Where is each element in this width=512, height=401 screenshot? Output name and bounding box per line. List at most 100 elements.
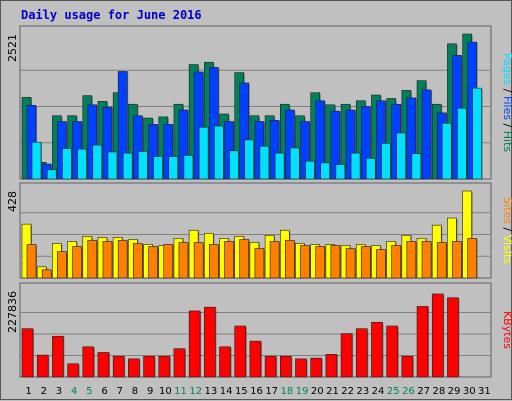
bar-sites-16 (254, 248, 265, 279)
bar-sites-5 (87, 240, 98, 279)
bar-files-17 (269, 120, 280, 180)
bar-kbytes-4 (67, 363, 79, 378)
bar-sites-4 (72, 246, 82, 279)
x-tick-3: 3 (56, 386, 62, 397)
x-tick-5: 5 (86, 386, 92, 397)
bar-files-11 (178, 109, 189, 180)
chart-title: Daily usage for June 2016 (21, 8, 202, 22)
bar-sites-22 (345, 248, 356, 279)
bar-kbytes-5 (82, 346, 95, 378)
bar-files-26 (406, 97, 417, 180)
x-tick-28: 28 (432, 386, 445, 397)
bar-kbytes-6 (97, 352, 110, 378)
bar-kbytes-17 (264, 355, 277, 378)
bar-files-5 (87, 104, 98, 180)
bar-kbytes-25 (386, 325, 398, 378)
bar-files-9 (148, 124, 158, 180)
bar-kbytes-21 (325, 354, 338, 378)
bar-files-13 (209, 67, 219, 180)
bar-pages-14 (229, 150, 239, 180)
x-tick-12: 12 (189, 386, 202, 397)
x-tick-26: 26 (402, 386, 415, 397)
bar-sites-28 (436, 242, 447, 279)
bar-pages-12 (198, 126, 209, 180)
x-tick-1: 1 (25, 386, 31, 397)
x-tick-22: 22 (341, 386, 354, 397)
x-tick-30: 30 (463, 386, 476, 397)
bar-files-18 (284, 109, 295, 180)
x-tick-18: 18 (281, 386, 294, 397)
bar-kbytes-22 (340, 333, 353, 378)
bar-kbytes-14 (219, 346, 231, 378)
x-tick-10: 10 (159, 386, 172, 397)
bar-files-6 (102, 106, 113, 180)
bar-kbytes-7 (112, 355, 125, 378)
bar-files-22 (345, 109, 356, 180)
bar-files-23 (360, 106, 371, 180)
bar-pages-8 (138, 151, 148, 180)
bar-kbytes-20 (310, 357, 322, 378)
bar-files-8 (133, 115, 143, 180)
bar-kbytes-27 (416, 306, 429, 378)
bar-kbytes-10 (158, 355, 171, 378)
legend-kbytes: KBytes (501, 311, 512, 349)
bar-pages-24 (381, 143, 391, 180)
x-tick-23: 23 (356, 386, 369, 397)
bar-kbytes-29 (447, 297, 459, 378)
bar-files-12 (193, 71, 204, 180)
bar-kbytes-13 (204, 306, 216, 378)
x-tick-11: 11 (174, 386, 187, 397)
bar-kbytes-16 (249, 340, 262, 378)
bar-sites-9 (148, 246, 158, 279)
x-tick-20: 20 (311, 386, 324, 397)
bar-pages-18 (289, 147, 300, 180)
bar-sites-20 (315, 246, 325, 279)
bar-kbytes-23 (355, 328, 368, 378)
bar-sites-15 (239, 239, 250, 279)
bar-pages-23 (365, 157, 376, 180)
legend-panel-3: KBytes (501, 311, 512, 349)
bar-kbytes-28 (431, 293, 444, 378)
bar-sites-12 (193, 242, 204, 279)
bar-pages-9 (153, 156, 163, 180)
legend-separator: / (501, 120, 512, 131)
legend-pages: Pages (501, 53, 512, 86)
x-tick-13: 13 (205, 386, 218, 397)
bar-sites-25 (391, 245, 401, 279)
x-tick-6: 6 (101, 386, 107, 397)
bar-files-20 (315, 100, 325, 180)
bar-sites-24 (376, 249, 386, 279)
legend-hits: Hits (501, 131, 512, 153)
legend-files: Files (501, 96, 512, 120)
y-max-label: 428 (6, 191, 19, 212)
x-tick-29: 29 (448, 386, 461, 397)
bar-pages-29 (457, 107, 467, 180)
x-tick-7: 7 (117, 386, 123, 397)
bar-files-14 (224, 121, 234, 180)
bar-kbytes-24 (371, 321, 383, 378)
bar-sites-19 (300, 245, 310, 279)
x-tick-17: 17 (265, 386, 278, 397)
legend-sites: Sites (501, 197, 512, 224)
bar-kbytes-11 (173, 348, 186, 378)
bar-kbytes-12 (188, 310, 201, 378)
y-max-label: 2521 (6, 34, 19, 62)
bar-kbytes-2 (36, 354, 49, 378)
bar-files-15 (239, 82, 250, 180)
bar-pages-22 (350, 152, 361, 180)
bar-kbytes-3 (52, 335, 64, 378)
bar-files-19 (300, 121, 310, 180)
x-tick-4: 4 (71, 386, 77, 397)
bar-pages-15 (244, 139, 255, 180)
x-tick-8: 8 (132, 386, 138, 397)
bar-sites-7 (117, 240, 128, 279)
bar-sites-29 (452, 241, 462, 279)
bar-sites-6 (102, 241, 113, 279)
bar-pages-17 (274, 152, 285, 180)
bar-pages-3 (62, 148, 72, 180)
bar-sites-26 (406, 241, 417, 279)
bar-files-24 (376, 100, 386, 180)
bar-pages-4 (77, 148, 87, 180)
bar-files-7 (117, 71, 128, 180)
